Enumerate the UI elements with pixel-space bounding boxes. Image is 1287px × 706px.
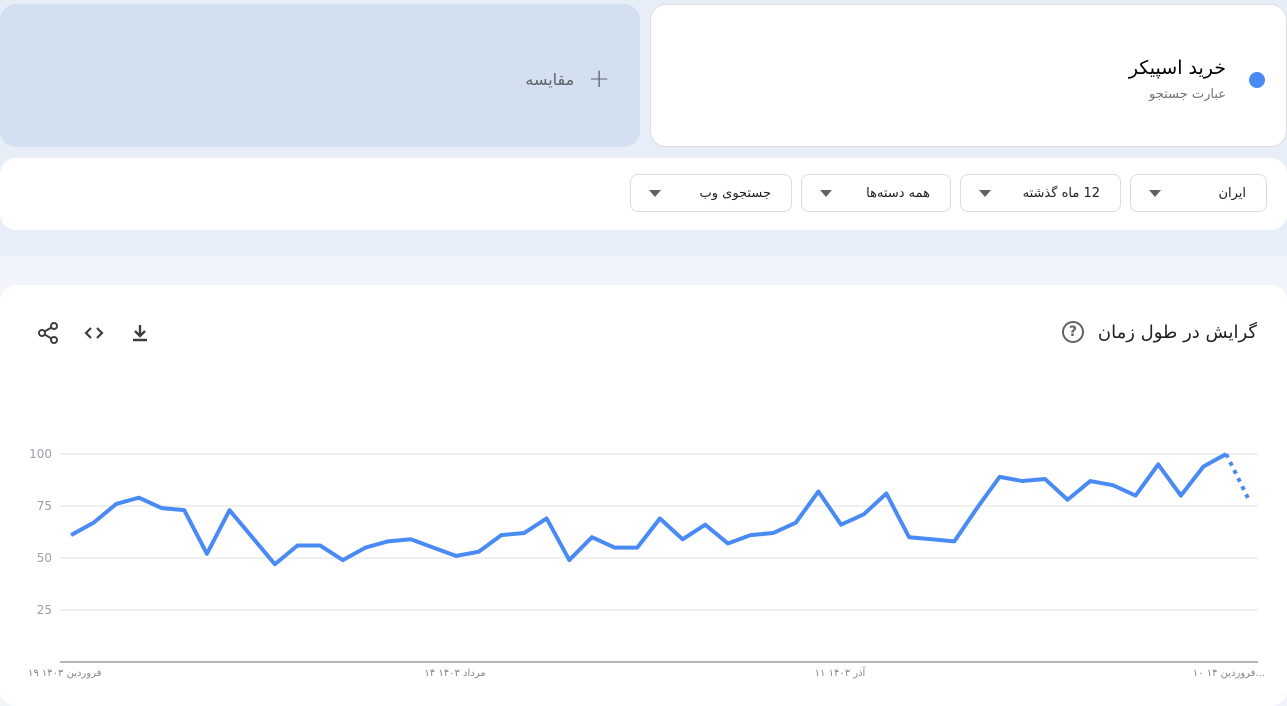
data-point: [160, 506, 164, 510]
data-point: [92, 521, 96, 525]
data-point: [590, 535, 594, 539]
data-point: [1020, 479, 1024, 483]
time-range-select[interactable]: 12 ماه گذشته: [960, 174, 1121, 212]
interest-over-time-card: گرایش در طول زمان ? 25 50 75 100 ۱۹ فروردین …: [0, 285, 1287, 706]
help-icon[interactable]: ?: [1061, 321, 1084, 343]
region-label: ایران: [1218, 185, 1246, 201]
data-point: [182, 508, 186, 512]
data-point: [545, 516, 549, 520]
data-point: [1111, 483, 1115, 487]
x-tick-label: ۱۹ فروردین ۱۴۰۳: [28, 668, 102, 679]
x-tick-label: ۱۴ مرداد ۱۴۰۳: [424, 668, 485, 679]
chart-title: گرایش در طول زمان: [1097, 321, 1257, 343]
search-term-card[interactable]: خرید اسپیکر عبارت جستجو: [650, 4, 1287, 147]
data-point: [477, 550, 481, 554]
data-point: [1224, 452, 1228, 456]
data-point: [907, 535, 911, 539]
data-point: [341, 558, 345, 562]
series-line: [70, 452, 1228, 567]
dropdown-arrow-icon: [979, 189, 991, 197]
search-type-label: جستجوی وب: [699, 185, 772, 201]
data-point: [273, 562, 277, 566]
data-point: [1043, 477, 1047, 481]
x-tick-label: ۱۰ فروردین ۱۴...: [1193, 668, 1265, 679]
data-point: [726, 541, 730, 545]
dropdown-arrow-icon: [1149, 189, 1161, 197]
data-point: [431, 546, 435, 550]
y-tick-label: 25: [37, 603, 52, 617]
data-point: [613, 546, 617, 550]
data-point: [1066, 498, 1070, 502]
data-point: [228, 508, 232, 512]
data-point: [454, 554, 458, 558]
data-point: [1088, 479, 1092, 483]
data-point: [137, 496, 141, 500]
data-point: [386, 539, 390, 543]
search-type-select[interactable]: جستجوی وب: [630, 174, 792, 212]
y-tick-label: 100: [29, 447, 52, 461]
data-point: [1134, 494, 1138, 498]
x-tick-label: ۱۱ آذر ۱۴۰۳: [815, 666, 867, 679]
dropdown-arrow-icon: [649, 189, 661, 197]
category-label: همه دسته‌ها: [866, 185, 930, 201]
data-point: [250, 535, 254, 539]
data-point: [114, 502, 118, 506]
compare-card[interactable]: + مقایسه: [0, 4, 640, 147]
data-point: [567, 558, 571, 562]
share-icon[interactable]: [36, 321, 60, 345]
data-point: [749, 533, 753, 537]
filter-bar: ایران 12 ماه گذشته همه دسته‌ها جستجوی وب: [0, 158, 1287, 230]
data-point: [522, 531, 526, 535]
time-range-label: 12 ماه گذشته: [1022, 185, 1100, 201]
data-point: [499, 533, 503, 537]
data-point: [816, 489, 820, 493]
dropdown-arrow-icon: [820, 189, 832, 197]
data-point: [884, 492, 888, 496]
data-point: [1179, 494, 1183, 498]
data-point: [296, 544, 300, 548]
data-point: [930, 537, 934, 541]
compare-label: مقایسه: [525, 69, 575, 89]
data-point: [658, 516, 662, 520]
data-point: [681, 537, 685, 541]
data-point: [205, 552, 209, 556]
data-point: [1156, 462, 1160, 466]
data-point: [1247, 498, 1251, 502]
y-tick-label: 75: [37, 499, 52, 513]
data-point: [862, 512, 866, 516]
category-select[interactable]: همه دسته‌ها: [801, 174, 951, 212]
term-name[interactable]: خرید اسپیکر: [1128, 57, 1226, 79]
plus-icon: +: [588, 64, 610, 94]
data-point: [363, 546, 367, 550]
data-point: [771, 531, 775, 535]
data-point: [318, 544, 322, 548]
line-chart: 25 50 75 100 ۱۹ فروردین ۱۴۰۳ ۱۴ مرداد ۱۴۰۳ ۱۱ …: [28, 447, 1265, 679]
data-point: [703, 523, 707, 527]
embed-icon[interactable]: [82, 321, 106, 345]
data-point: [1202, 464, 1206, 468]
data-point: [952, 539, 956, 543]
data-point: [839, 523, 843, 527]
y-tick-label: 50: [37, 551, 52, 565]
data-point: [794, 521, 798, 525]
data-point: [635, 546, 639, 550]
add-compare-button[interactable]: + مقایسه: [525, 64, 610, 94]
download-icon[interactable]: [128, 321, 152, 345]
data-point: [998, 475, 1002, 479]
data-point: [975, 506, 979, 510]
region-select[interactable]: ایران: [1130, 174, 1267, 212]
term-type: عبارت جستجو: [1149, 87, 1226, 102]
partial-data-segment: [1224, 453, 1251, 501]
data-point: [69, 533, 73, 537]
data-point: [409, 537, 413, 541]
term-color-dot: [1249, 72, 1265, 88]
